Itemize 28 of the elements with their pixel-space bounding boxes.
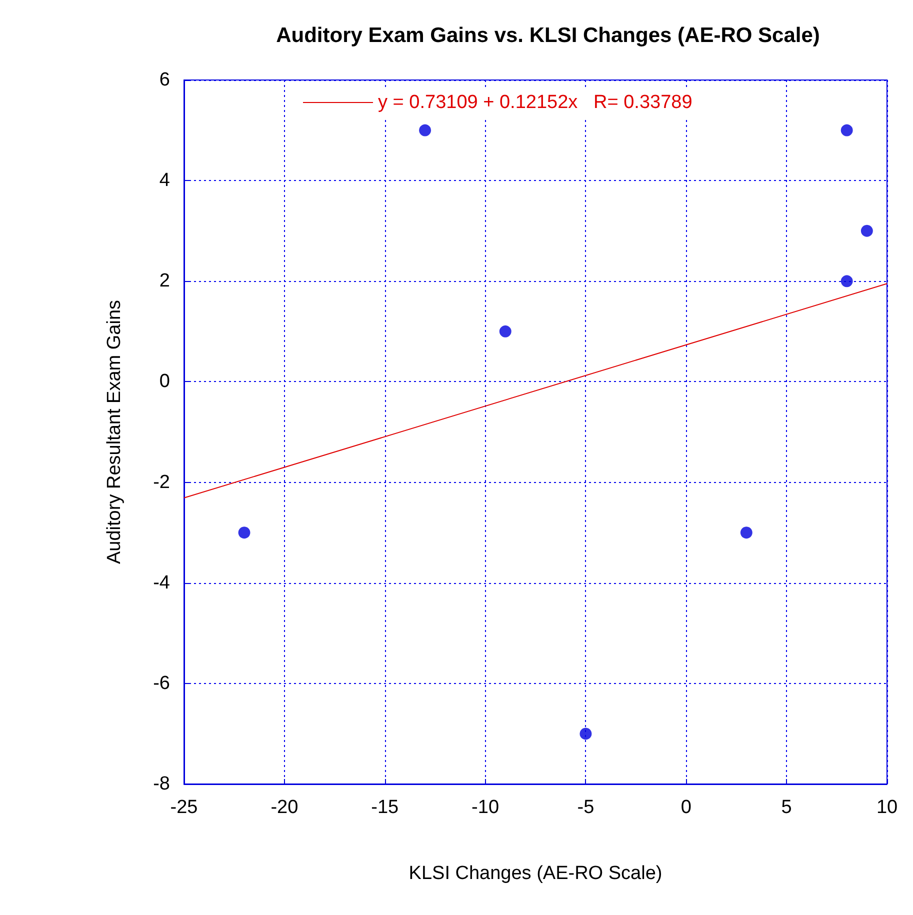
point	[740, 526, 752, 539]
x-tick-label: 5	[781, 797, 792, 818]
y-tick-label: 4	[159, 170, 170, 192]
x-tick-label: -20	[270, 797, 298, 818]
x-tick-label: -15	[371, 797, 399, 818]
y-tick-label: -4	[153, 572, 170, 594]
x-tick-label: -10	[472, 797, 500, 818]
y-tick-label: 0	[159, 371, 170, 392]
y-tick-label: 2	[159, 270, 170, 292]
point	[860, 224, 873, 237]
x-tick-label: 10	[876, 797, 898, 818]
x-tick-label: -5	[577, 797, 594, 818]
y-tick-label: -2	[153, 472, 170, 493]
y-tick-label: -8	[153, 774, 170, 794]
x-tick-label: -25	[170, 797, 198, 818]
point	[840, 275, 853, 288]
legend-label: y = 0.73109 + 0.12152x R= 0.33789	[378, 92, 692, 113]
x-axis-title: KLSI Changes (AE-RO Scale)	[408, 863, 662, 884]
y-axis-title: Auditory Resultant Exam Gains	[104, 300, 125, 564]
point	[580, 728, 592, 740]
point	[840, 124, 853, 136]
point	[238, 526, 250, 539]
point	[419, 124, 432, 136]
chart-title: Auditory Exam Gains vs. KLSI Changes (AE-RO Scale)	[276, 24, 820, 47]
y-tick-label: 6	[159, 70, 170, 90]
y-tick-label: -6	[153, 672, 170, 694]
point	[499, 325, 512, 338]
x-tick-label: 0	[680, 797, 692, 818]
